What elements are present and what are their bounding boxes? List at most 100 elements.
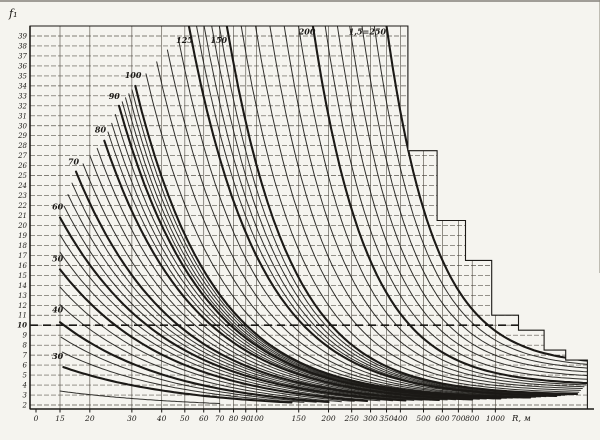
y-tick-label-2: 2 — [22, 402, 28, 410]
y-tick-labels: 3938373635343332313029282726252423222120… — [17, 32, 27, 409]
y-tick-label-35: 35 — [18, 72, 27, 80]
curve-125 — [187, 26, 558, 398]
curve-label-90: 90 — [109, 91, 121, 101]
curve-thin-40-50-2 — [59, 286, 355, 402]
y-tick-label-6: 6 — [23, 362, 28, 370]
y-tick-label-11: 11 — [18, 312, 27, 320]
x-tick-label-400: 400 — [392, 414, 408, 423]
x-tick-label-250: 250 — [343, 414, 359, 423]
curve-30 — [62, 366, 293, 404]
y-tick-label-14: 14 — [18, 282, 27, 290]
y-tick-label-21: 21 — [17, 212, 27, 220]
y-tick-label-18: 18 — [18, 242, 27, 250]
curve-thin-50-60-1 — [59, 251, 381, 402]
curve-labels: 30 40 50 60 70 80 90 100 125 150 200 1,5=250 — [52, 27, 386, 362]
x-tick-label-600: 600 — [435, 414, 450, 423]
y-tick-label-17: 17 — [18, 252, 27, 260]
curve-family — [58, 26, 588, 404]
y-tick-label-27: 27 — [17, 152, 27, 160]
x-tick-label-40: 40 — [156, 414, 167, 423]
curve-label-40: 40 — [52, 304, 64, 314]
x-tick-label-50: 50 — [180, 414, 190, 423]
curve-label-100: 100 — [125, 70, 142, 80]
y-tick-label-30: 30 — [18, 122, 27, 130]
curve-thin-90-100-2 — [125, 97, 513, 399]
x-tick-label-30: 30 — [127, 414, 137, 423]
curve-200 — [311, 26, 588, 385]
y-tick-label-32: 32 — [18, 102, 27, 110]
y-tick-label-38: 38 — [18, 42, 27, 50]
x-axis-title: R, м — [511, 414, 531, 424]
y-tick-label-16: 16 — [18, 262, 27, 270]
y-tick-label-20: 20 — [17, 222, 27, 230]
x-tick-label-300: 300 — [363, 414, 378, 423]
curve-thin-100-125-2 — [156, 61, 542, 398]
y-tick-label-31: 31 — [18, 112, 27, 120]
x-tick-label-70: 70 — [215, 414, 225, 423]
curve-thin-200-250-5 — [373, 26, 588, 365]
curve-70 — [74, 170, 440, 402]
y-tick-label-9: 9 — [23, 332, 28, 340]
curve-label-70: 70 — [68, 157, 80, 167]
curve-thin-30-40-1 — [61, 351, 305, 403]
scan-edge-top — [0, 0, 600, 2]
curve-150 — [225, 26, 579, 396]
curve-label-125: 125 — [176, 35, 193, 45]
y-tick-label-3: 3 — [23, 392, 28, 400]
curve-50 — [58, 268, 369, 403]
curve-label-50: 50 — [52, 253, 64, 263]
y-tick-label-12: 12 — [18, 302, 27, 310]
curve-thin-30-40-2 — [60, 336, 317, 403]
x-tick-label-80: 80 — [229, 414, 239, 423]
x-tick-label-100: 100 — [250, 414, 265, 423]
x-tick-label-700: 700 — [451, 414, 466, 423]
curve-thin-70-80-2 — [89, 155, 457, 401]
y-tick-label-5: 5 — [23, 372, 28, 380]
x-tick-label-60: 60 — [199, 414, 209, 423]
curve-thin-50-60-2 — [59, 234, 394, 402]
curve-thin-200-250-2 — [336, 26, 588, 377]
curve-80 — [103, 139, 474, 401]
curve-thin-90-100-1 — [121, 101, 507, 399]
curve-label-60: 60 — [52, 202, 64, 212]
x-tick-label-15: 15 — [55, 414, 65, 423]
y-tick-label-28: 28 — [17, 142, 27, 150]
y-tick-label-7: 7 — [23, 352, 28, 360]
curve-thin-125-150-2 — [203, 26, 566, 396]
x-tick-label-200: 200 — [320, 414, 336, 423]
curve-90 — [117, 104, 502, 400]
y-tick-label-25: 25 — [17, 172, 27, 180]
curve-thin-200-250-4 — [361, 26, 588, 369]
x-tick-label-350: 350 — [379, 414, 394, 423]
y-tick-label-19: 19 — [18, 232, 27, 240]
y-tick-label-34: 34 — [18, 82, 27, 90]
curve-label-250: 1,5=250 — [349, 27, 387, 37]
curve-100 — [134, 84, 532, 399]
y-tick-label-37: 37 — [18, 52, 27, 60]
curve-40 — [58, 321, 330, 404]
y-tick-label-26: 26 — [17, 162, 27, 170]
y-axis-title: f₁ — [8, 7, 17, 20]
x-tick-label-1000: 1000 — [486, 414, 505, 423]
y-tick-label-24: 24 — [17, 182, 27, 190]
curve-thin-60-70-2 — [67, 194, 423, 401]
curve-thin-125-150-4 — [218, 26, 574, 395]
x-tick-label-150: 150 — [292, 414, 307, 423]
curve-thin-200-250-3 — [349, 26, 588, 373]
y-tick-label-33: 33 — [18, 92, 27, 100]
y-tick-label-22: 22 — [17, 202, 27, 210]
curve-thin-100-125-3 — [166, 49, 547, 398]
y-tick-label-8: 8 — [23, 342, 28, 350]
x-tick-label-0: 0 — [34, 414, 39, 423]
y-tick-label-36: 36 — [18, 62, 27, 70]
curve-thin-80-90-2 — [111, 122, 487, 400]
curve-thin-40-50-1 — [59, 304, 342, 403]
curve-thin-200-250-1 — [324, 26, 588, 380]
curve-thin-leading — [59, 390, 221, 404]
curve-thin-150-200-3 — [269, 26, 583, 389]
y-tick-label-13: 13 — [18, 292, 27, 300]
curve-60 — [58, 216, 407, 402]
stepped-envelope-border — [29, 25, 588, 410]
